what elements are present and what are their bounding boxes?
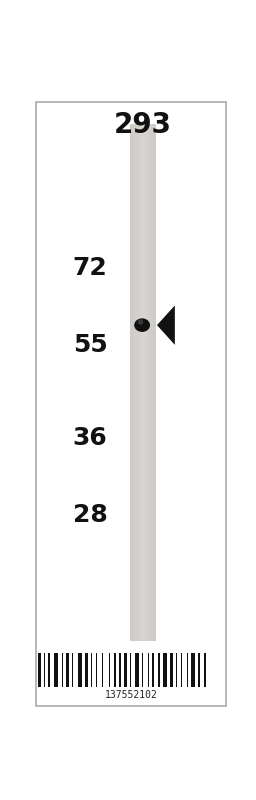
Polygon shape (157, 306, 175, 345)
Text: 293: 293 (114, 111, 172, 139)
Bar (138, 124, 139, 641)
Bar (96, 654, 97, 687)
Bar (170, 654, 173, 687)
Bar (78, 654, 82, 687)
Bar (147, 124, 148, 641)
Bar (124, 654, 127, 687)
Bar (140, 124, 141, 641)
Bar (158, 654, 160, 687)
Bar (152, 124, 153, 641)
Bar (85, 654, 88, 687)
Bar (191, 654, 195, 687)
Bar (135, 654, 138, 687)
Bar (130, 654, 131, 687)
Bar (148, 654, 149, 687)
Bar (55, 654, 58, 687)
Bar (72, 654, 73, 687)
Bar (139, 124, 140, 641)
Bar (44, 654, 45, 687)
Bar (204, 654, 206, 687)
Bar (198, 654, 200, 687)
Bar (187, 654, 188, 687)
Bar (135, 124, 136, 641)
Bar (142, 654, 143, 687)
Bar (62, 654, 63, 687)
Bar (48, 654, 50, 687)
Bar (181, 654, 182, 687)
Bar (151, 124, 152, 641)
Bar (146, 124, 147, 641)
Bar (153, 124, 154, 641)
Bar (137, 124, 138, 641)
Bar (120, 654, 121, 687)
Bar (141, 124, 142, 641)
Bar (91, 654, 92, 687)
Ellipse shape (138, 319, 143, 325)
Text: 36: 36 (73, 426, 108, 450)
Bar (131, 124, 132, 641)
Bar (163, 654, 167, 687)
Bar (132, 124, 133, 641)
Bar (144, 124, 145, 641)
Ellipse shape (134, 318, 150, 332)
Bar (145, 124, 146, 641)
Bar (143, 124, 144, 641)
Bar (155, 124, 156, 641)
Bar (66, 654, 69, 687)
Bar (152, 654, 154, 687)
Bar (38, 654, 40, 687)
Bar (130, 124, 131, 641)
Bar (134, 124, 135, 641)
Text: 28: 28 (73, 503, 108, 527)
Bar (136, 124, 137, 641)
Text: 72: 72 (73, 257, 108, 281)
Bar (176, 654, 177, 687)
Text: 55: 55 (73, 334, 108, 358)
Bar (150, 124, 151, 641)
Bar (133, 124, 134, 641)
Bar (148, 124, 149, 641)
Bar (114, 654, 116, 687)
Bar (142, 124, 143, 641)
Bar (109, 654, 110, 687)
Bar (102, 654, 103, 687)
Text: 137552102: 137552102 (105, 690, 158, 701)
Bar (154, 124, 155, 641)
Bar (149, 124, 150, 641)
